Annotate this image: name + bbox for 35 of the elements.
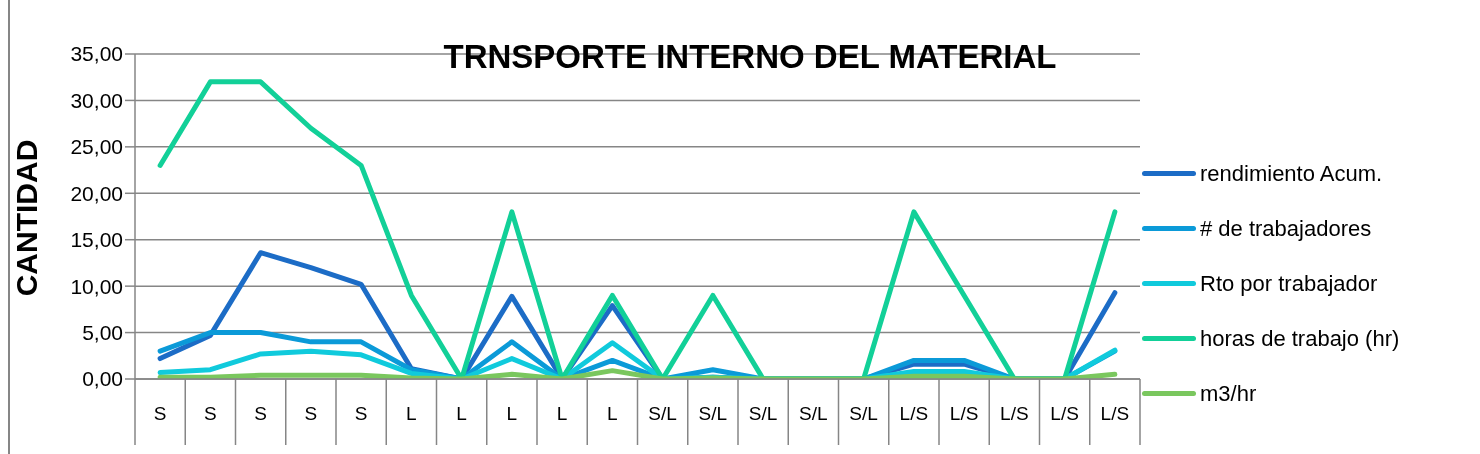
x-tick-label: L/S [1100, 403, 1130, 424]
y-tick-label: 20,00 [70, 181, 123, 205]
x-tick-label: L [456, 403, 467, 424]
y-tick-label: 0,00 [82, 367, 123, 391]
x-tick-label: L/S [1050, 403, 1079, 424]
legend-label: m3/hr [1200, 380, 1257, 407]
y-tick-label: 5,00 [82, 321, 123, 345]
x-tick-label: S/L [849, 403, 878, 424]
x-tick-label: L [607, 403, 618, 424]
y-tick-label: 35,00 [70, 42, 123, 66]
x-tick-label: S [204, 403, 217, 424]
x-tick-label: L/S [1000, 403, 1029, 424]
x-tick-label: S/L [648, 403, 677, 424]
x-tick-label: S [304, 403, 318, 424]
y-tick-label: 10,00 [70, 274, 123, 298]
x-tick-label: S/L [748, 403, 778, 424]
legend-label: horas de trabajo (hr) [1200, 325, 1400, 352]
x-tick-label: L [556, 403, 568, 424]
y-tick-label: 15,00 [70, 228, 123, 252]
x-tick-label: L [506, 403, 518, 424]
y-tick-label: 25,00 [70, 135, 123, 159]
x-tick-label: L/S [949, 403, 979, 424]
legend-label: # de trabajadores [1200, 215, 1372, 242]
x-tick-label: L [406, 403, 417, 424]
legend-label: Rto por trabajador [1200, 270, 1378, 297]
legend-label: rendimiento Acum. [1200, 160, 1383, 187]
x-tick-label: S [153, 403, 167, 424]
x-tick-label: S/L [799, 403, 828, 424]
x-tick-label: S [354, 403, 368, 424]
x-tick-label: S [254, 403, 267, 424]
chart-title: TRNSPORTE INTERNO DEL MATERIAL [442, 38, 1058, 76]
x-tick-label: S/L [698, 403, 728, 424]
y-tick-label: 30,00 [70, 88, 123, 112]
x-tick-label: L/S [899, 403, 929, 424]
y-axis-title: CANTIDAD [10, 139, 44, 297]
